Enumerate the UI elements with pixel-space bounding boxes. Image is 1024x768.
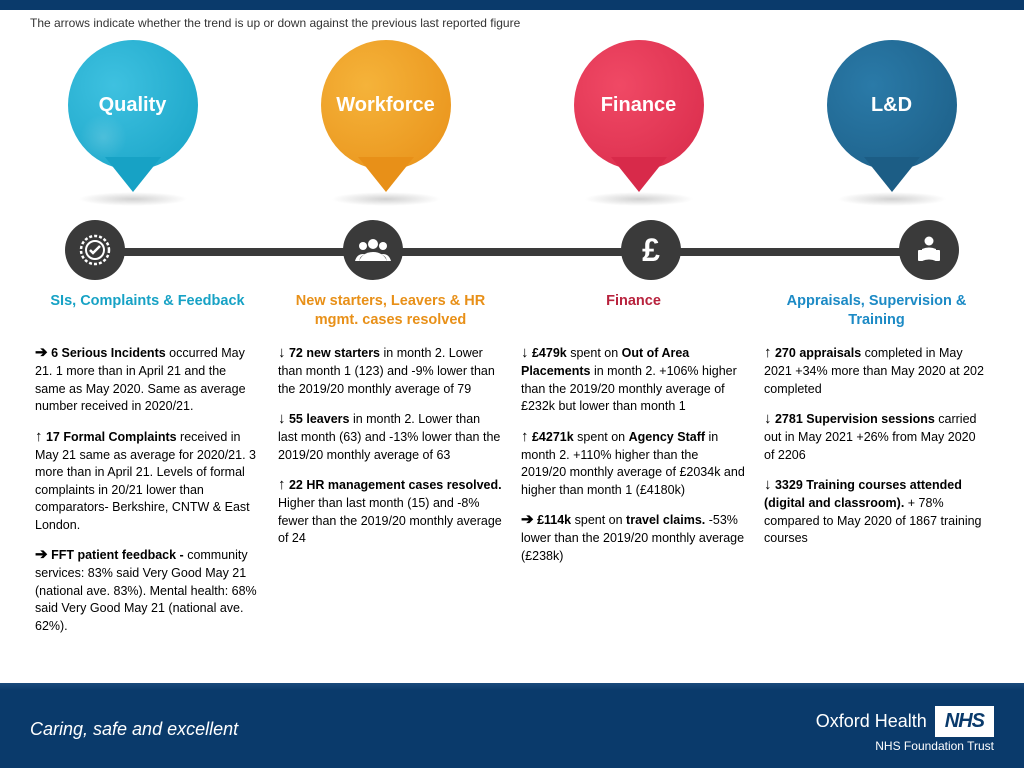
- pound-icon: £: [621, 220, 681, 280]
- trust-text: NHS Foundation Trust: [816, 739, 994, 753]
- columns: SIs, Complaints & Feedback ➔ 6 Serious I…: [30, 292, 994, 645]
- col-workforce: New starters, Leavers & HR mgmt. cases r…: [278, 292, 503, 645]
- nhs-block: Oxford Health NHS NHS Foundation Trust: [816, 706, 994, 753]
- pin-workforce-label: Workforce: [336, 94, 435, 117]
- pin-workforce: Workforce: [313, 40, 458, 195]
- col-finance: Finance ↓ £479k spent on Out of Area Pla…: [521, 292, 746, 645]
- pin-ld-label: L&D: [871, 94, 912, 117]
- oxford-health-text: Oxford Health: [816, 711, 927, 732]
- badge-icon: [65, 220, 125, 280]
- head-ld: Appraisals, Supervision & Training: [764, 292, 989, 332]
- pin-finance: Finance: [566, 40, 711, 195]
- tagline: Caring, safe and excellent: [30, 719, 238, 740]
- col-ld: Appraisals, Supervision & Training ↑ 270…: [764, 292, 989, 645]
- pin-quality-label: Quality: [99, 94, 167, 117]
- col-quality: SIs, Complaints & Feedback ➔ 6 Serious I…: [35, 292, 260, 645]
- head-finance: Finance: [521, 292, 746, 332]
- pin-ld: L&D: [819, 40, 964, 195]
- training-icon: [899, 220, 959, 280]
- footer: Caring, safe and excellent Oxford Health…: [0, 690, 1024, 768]
- head-quality: SIs, Complaints & Feedback: [35, 292, 260, 332]
- timeline: £: [65, 220, 959, 280]
- subtitle-text: The arrows indicate whether the trend is…: [0, 10, 1024, 30]
- main-panel: Quality Workforce Finance L&D £: [0, 30, 1024, 660]
- pin-finance-label: Finance: [601, 94, 677, 117]
- nhs-logo: NHS: [935, 706, 994, 737]
- top-bar: [0, 0, 1024, 10]
- pins-row: Quality Workforce Finance L&D: [30, 40, 994, 195]
- people-icon: [343, 220, 403, 280]
- pin-quality: Quality: [60, 40, 205, 195]
- head-workforce: New starters, Leavers & HR mgmt. cases r…: [278, 292, 503, 332]
